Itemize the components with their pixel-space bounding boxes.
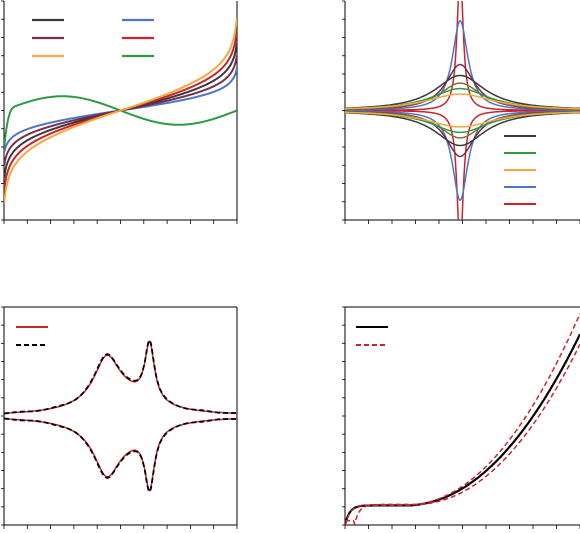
top-right-series-line [345, 111, 580, 128]
top-right-series-line [345, 93, 580, 110]
bottom-right-series-line [345, 313, 580, 525]
bottom-left-series-line [4, 417, 237, 493]
top-left-series-line [4, 17, 237, 204]
top-right-series-line [345, 110, 580, 139]
top-left-panel [1, 0, 238, 224]
top-right-series-line [345, 110, 580, 202]
bottom-left-series-line [3, 340, 238, 415]
top-right-series-line [345, 19, 580, 111]
top-right-series-line [345, 110, 580, 158]
bottom-right-series-line [345, 343, 580, 525]
top-right-series-line [345, 109, 580, 220]
bottom-right-panel [342, 306, 580, 529]
bottom-right-series-line [345, 333, 580, 525]
bottom-left-series-line [4, 339, 237, 415]
top-right-series-line [345, 82, 580, 111]
top-right-series-line [345, 63, 580, 111]
bottom-left-series-line [3, 417, 238, 492]
bottom-left-panel [1, 306, 238, 529]
top-right-series-line [345, 111, 580, 147]
top-right-panel [342, 0, 580, 224]
top-right-series-line [345, 74, 580, 110]
